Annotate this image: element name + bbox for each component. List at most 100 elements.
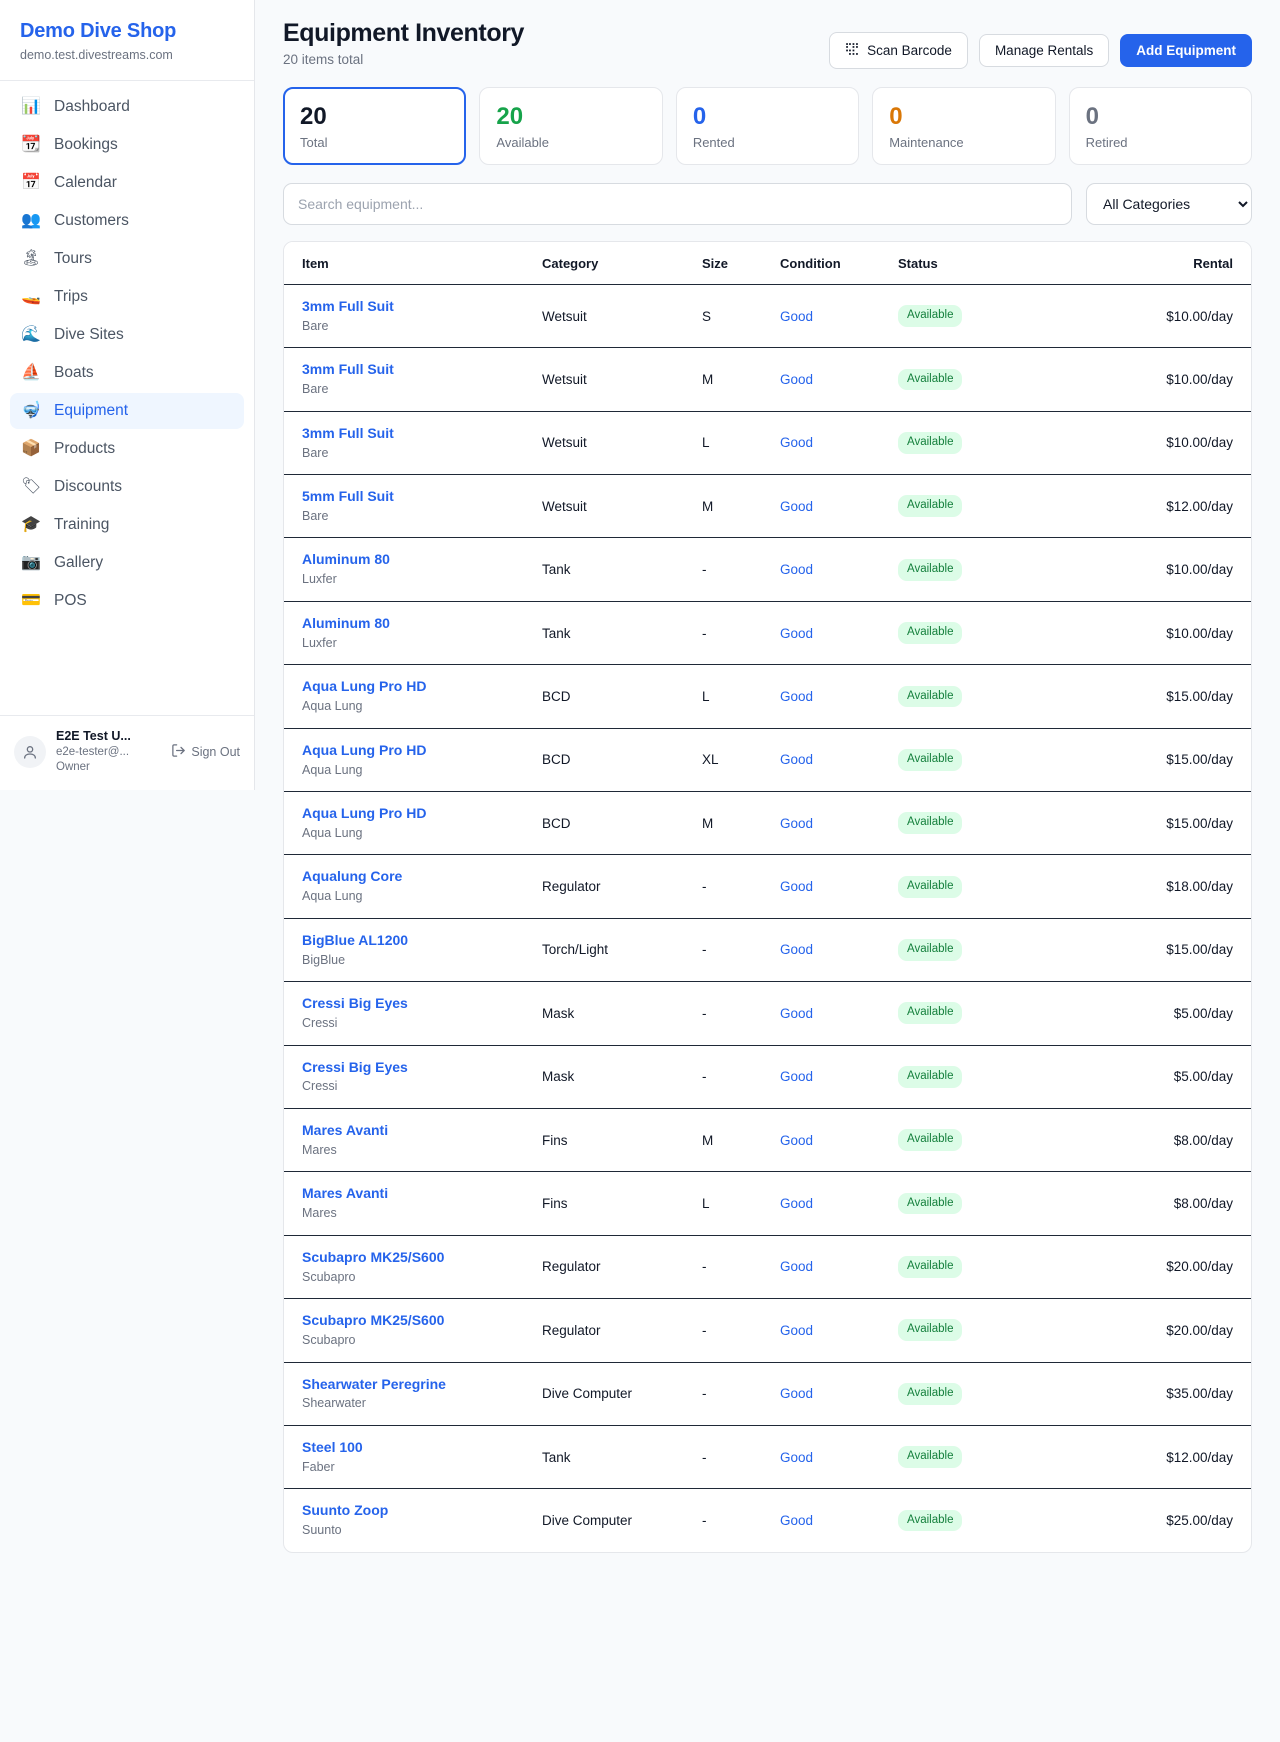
condition-link[interactable]: Good — [780, 1449, 814, 1465]
condition-link[interactable]: Good — [780, 435, 814, 451]
cell-rental: $12.00/day — [1025, 474, 1251, 539]
condition-link[interactable]: Good — [780, 562, 814, 578]
cell-status: Available — [890, 1108, 1025, 1173]
table-row[interactable]: 3mm Full Suit Bare Wetsuit S Good Available $1… — [284, 284, 1251, 349]
add-equipment-button[interactable]: Add Equipment — [1120, 33, 1252, 67]
search-input[interactable] — [283, 182, 1072, 225]
item-name-link[interactable]: BigBlue AL1200 — [302, 931, 409, 948]
sidebar-item-dive-sites[interactable]: 🌊 Dive Sites — [10, 317, 244, 353]
table-row[interactable]: Aqua Lung Pro HD Aqua Lung BCD XL Good Availa… — [284, 728, 1251, 793]
item-name-link[interactable]: Mares Avanti — [302, 1121, 389, 1138]
stat-card-maintenance[interactable]: 0 Maintenance — [872, 86, 1056, 165]
condition-link[interactable]: Good — [780, 815, 814, 831]
cell-condition: Good — [772, 1425, 890, 1490]
condition-link[interactable]: Good — [780, 308, 814, 324]
cell-item: 3mm Full Suit Bare — [284, 284, 534, 349]
condition-link[interactable]: Good — [780, 1196, 814, 1212]
table-row[interactable]: Aluminum 80 Luxfer Tank - Good Available $10.0… — [284, 601, 1251, 666]
condition-link[interactable]: Good — [780, 1069, 814, 1085]
item-name-link[interactable]: Aluminum 80 — [302, 551, 390, 568]
table-row[interactable]: Aluminum 80 Luxfer Tank - Good Available $10.0… — [284, 537, 1251, 602]
table-row[interactable]: Cressi Big Eyes Cressi Mask - Good Available $… — [284, 1045, 1251, 1109]
item-name-link[interactable]: 5mm Full Suit — [302, 488, 394, 505]
sidebar-item-dashboard[interactable]: 📊 Dashboard — [10, 89, 244, 125]
item-name-link[interactable]: Cressi Big Eyes — [302, 995, 408, 1012]
column-header-rental[interactable]: Rental — [1025, 241, 1251, 285]
sidebar-item-gallery[interactable]: 📷 Gallery — [10, 545, 244, 581]
item-name-link[interactable]: Mares Avanti — [302, 1185, 389, 1202]
cell-condition: Good — [772, 537, 890, 602]
stat-value: 0 — [889, 102, 903, 130]
condition-link[interactable]: Good — [780, 1132, 814, 1148]
item-name-link[interactable]: Aqua Lung Pro HD — [302, 741, 427, 758]
item-name-link[interactable]: Aqua Lung Pro HD — [302, 678, 427, 695]
item-name-link[interactable]: Steel 100 — [302, 1438, 363, 1455]
table-row[interactable]: Mares Avanti Mares Fins L Good Available $8.00… — [284, 1171, 1251, 1236]
sidebar-item-pos[interactable]: 💳 POS — [10, 583, 244, 619]
sidebar-item-boats[interactable]: ⛵ Boats — [10, 355, 244, 391]
stat-card-retired[interactable]: 0 Retired — [1068, 86, 1253, 165]
condition-link[interactable]: Good — [780, 1322, 814, 1338]
table-row[interactable]: Steel 100 Faber Tank - Good Available $12.00/d… — [284, 1425, 1251, 1490]
condition-link[interactable]: Good — [780, 879, 814, 895]
condition-link[interactable]: Good — [780, 752, 814, 768]
column-header-size[interactable]: Size — [694, 241, 772, 285]
stat-card-available[interactable]: 20 Available — [479, 86, 663, 165]
table-row[interactable]: Cressi Big Eyes Cressi Mask - Good Available $… — [284, 981, 1251, 1046]
table-row[interactable]: 3mm Full Suit Bare Wetsuit M Good Available $1… — [284, 347, 1251, 412]
table-row[interactable]: BigBlue AL1200 BigBlue Torch/Light - Good Ava… — [284, 918, 1251, 983]
stat-card-total[interactable]: 20 Total — [283, 86, 467, 165]
item-name-link[interactable]: Cressi Big Eyes — [302, 1058, 408, 1075]
sidebar-item-discounts[interactable]: 🏷 Discounts — [10, 469, 244, 505]
item-name-link[interactable]: Scubapro MK25/S600 — [302, 1248, 445, 1265]
cell-item: Mares Avanti Mares — [284, 1108, 534, 1173]
brand-block[interactable]: Demo Dive Shop demo.test.divestreams.com — [0, 0, 254, 82]
item-name-link[interactable]: Scubapro MK25/S600 — [302, 1312, 445, 1329]
column-header-status[interactable]: Status — [890, 241, 1025, 285]
table-row[interactable]: Aqualung Core Aqua Lung Regulator - Good Avai… — [284, 854, 1251, 919]
sidebar-item-equipment[interactable]: 🤿 Equipment — [10, 393, 244, 430]
table-row[interactable]: Aqua Lung Pro HD Aqua Lung BCD L Good Availab… — [284, 664, 1251, 729]
cell-category: BCD — [534, 791, 694, 856]
sidebar-item-tours[interactable]: 🏝 Tours — [10, 241, 244, 277]
condition-link[interactable]: Good — [780, 688, 814, 704]
condition-link[interactable]: Good — [780, 942, 814, 958]
sidebar-item-bookings[interactable]: 📆 Bookings — [10, 127, 244, 163]
table-row[interactable]: Aqua Lung Pro HD Aqua Lung BCD M Good Availab… — [284, 791, 1251, 856]
column-header-item[interactable]: Item — [284, 241, 534, 285]
sidebar-item-customers[interactable]: 👥 Customers — [10, 203, 244, 239]
table-row[interactable]: Mares Avanti Mares Fins M Good Available $8.00… — [284, 1108, 1251, 1173]
scan-barcode-button[interactable]: Scan Barcode — [829, 32, 968, 69]
table-row[interactable]: Scubapro MK25/S600 Scubapro Regulator - Good… — [284, 1235, 1251, 1300]
category-select[interactable]: All Categories — [1086, 182, 1252, 225]
item-name-link[interactable]: Suunto Zoop — [302, 1502, 389, 1519]
item-name-link[interactable]: Aluminum 80 — [302, 614, 390, 631]
table-row[interactable]: 5mm Full Suit Bare Wetsuit M Good Available $1… — [284, 474, 1251, 539]
stat-card-rented[interactable]: 0 Rented — [675, 86, 860, 165]
sidebar-item-products[interactable]: 📦 Products — [10, 431, 244, 467]
sidebar-item-trips[interactable]: 🚤 Trips — [10, 279, 244, 315]
column-header-category[interactable]: Category — [534, 241, 694, 285]
table-row[interactable]: Shearwater Peregrine Shearwater Dive Compu… — [284, 1362, 1251, 1426]
sign-out-button[interactable]: Sign Out — [171, 743, 240, 761]
condition-link[interactable]: Good — [780, 1386, 814, 1402]
condition-link[interactable]: Good — [780, 1259, 814, 1275]
sidebar-item-calendar[interactable]: 📅 Calendar — [10, 165, 244, 201]
condition-link[interactable]: Good — [780, 1005, 814, 1021]
condition-link[interactable]: Good — [780, 371, 814, 387]
condition-link[interactable]: Good — [780, 1513, 814, 1528]
sidebar-item-training[interactable]: 🎓 Training — [10, 507, 244, 543]
item-name-link[interactable]: Aqualung Core — [302, 868, 403, 885]
item-name-link[interactable]: 3mm Full Suit — [302, 424, 394, 441]
table-row[interactable]: 3mm Full Suit Bare Wetsuit L Good Available $1… — [284, 411, 1251, 476]
condition-link[interactable]: Good — [780, 498, 814, 514]
manage-rentals-button[interactable]: Manage Rentals — [978, 33, 1110, 67]
condition-link[interactable]: Good — [780, 625, 814, 641]
item-name-link[interactable]: Aqua Lung Pro HD — [302, 805, 427, 822]
table-row[interactable]: Scubapro MK25/S600 Scubapro Regulator - Good… — [284, 1298, 1251, 1363]
item-name-link[interactable]: Shearwater Peregrine — [302, 1375, 446, 1392]
item-name-link[interactable]: 3mm Full Suit — [302, 361, 394, 378]
column-header-condition[interactable]: Condition — [772, 241, 890, 285]
table-row[interactable]: Suunto Zoop Suunto Dive Computer - Good Avail… — [284, 1489, 1251, 1552]
item-name-link[interactable]: 3mm Full Suit — [302, 297, 394, 314]
